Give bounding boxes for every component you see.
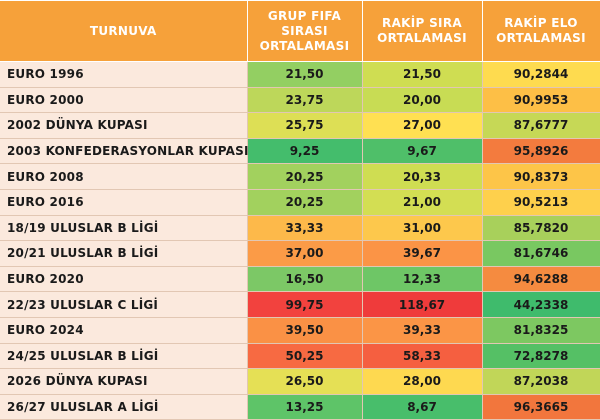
opponent-rank-cell: 39,67 xyxy=(361,240,483,267)
table-row: EURO 2000 23,75 20,00 90,9953 xyxy=(0,86,600,114)
fifa-rank-cell: 39,50 xyxy=(246,316,363,344)
tournament-cell: 26/27 ULUSLAR A LİGİ xyxy=(0,393,248,420)
header-tournament-label: TURNUVA xyxy=(89,23,157,38)
table-body: EURO 1996 21,50 21,50 90,2844 EURO 2000 23,75… xyxy=(0,61,600,420)
opponent-elo-cell: 90,8373 xyxy=(481,163,600,190)
fifa-rank-cell: 26,50 xyxy=(246,368,363,395)
tournament-cell: EURO 1996 xyxy=(0,61,248,88)
opponent-elo-cell: 87,6777 xyxy=(481,112,600,139)
fifa-rank-cell: 16,50 xyxy=(246,265,363,293)
opponent-elo-cell: 81,6746 xyxy=(481,240,600,267)
opponent-elo-cell: 95,8926 xyxy=(481,137,600,165)
header-tournament: TURNUVA xyxy=(0,0,248,62)
header-fifa-rank: GRUP FIFA SIRASI ORTALAMASI xyxy=(246,0,363,62)
table-row: 18/19 ULUSLAR B LİGİ 33,33 31,00 85,7820 xyxy=(0,214,600,242)
fifa-rank-cell: 50,25 xyxy=(246,342,363,370)
opponent-elo-cell: 72,8278 xyxy=(481,342,600,370)
header-opponent-elo: RAKİP ELO ORTALAMASI xyxy=(481,0,600,62)
header-opponent-elo-line1: RAKİP ELO xyxy=(504,16,578,30)
table-row: 26/27 ULUSLAR A LİGİ 13,25 8,67 96,3665 xyxy=(0,393,600,420)
tournament-cell: EURO 2024 xyxy=(0,316,248,344)
opponent-rank-cell: 8,67 xyxy=(361,393,483,420)
opponent-rank-cell: 27,00 xyxy=(361,112,483,139)
tournament-cell: 2026 DÜNYA KUPASI xyxy=(0,368,248,395)
table-row: EURO 2008 20,25 20,33 90,8373 xyxy=(0,163,600,190)
opponent-elo-cell: 90,2844 xyxy=(481,61,600,88)
header-opponent-elo-line2: ORTALAMASI xyxy=(496,31,586,45)
fifa-rank-cell: 25,75 xyxy=(246,112,363,139)
opponent-elo-cell: 87,2038 xyxy=(481,368,600,395)
header-opponent-rank: RAKİP SIRA ORTALAMASI xyxy=(361,0,483,62)
fifa-rank-cell: 20,25 xyxy=(246,188,363,216)
opponent-rank-cell: 58,33 xyxy=(361,342,483,370)
opponent-rank-cell: 20,33 xyxy=(361,163,483,190)
table-row: 22/23 ULUSLAR C LİGİ 99,75 118,67 44,2338 xyxy=(0,291,600,318)
fifa-rank-cell: 23,75 xyxy=(246,86,363,114)
table-row: 20/21 ULUSLAR B LİGİ 37,00 39,67 81,6746 xyxy=(0,240,600,267)
opponent-elo-cell: 85,7820 xyxy=(481,214,600,242)
tournament-cell: 24/25 ULUSLAR B LİGİ xyxy=(0,342,248,370)
fifa-rank-cell: 13,25 xyxy=(246,393,363,420)
opponent-rank-cell: 39,33 xyxy=(361,316,483,344)
table-row: 24/25 ULUSLAR B LİGİ 50,25 58,33 72,8278 xyxy=(0,342,600,370)
opponent-elo-cell: 44,2338 xyxy=(481,291,600,318)
header-row: TURNUVA GRUP FIFA SIRASI ORTALAMASI RAKİ… xyxy=(0,0,600,62)
tournament-cell: 2002 DÜNYA KUPASI xyxy=(0,112,248,139)
opponent-rank-cell: 28,00 xyxy=(361,368,483,395)
fifa-rank-cell: 33,33 xyxy=(246,214,363,242)
header-fifa-rank-line1: GRUP FIFA xyxy=(267,8,342,23)
opponent-rank-cell: 20,00 xyxy=(361,86,483,114)
opponent-elo-cell: 90,9953 xyxy=(481,86,600,114)
opponent-elo-cell: 96,3665 xyxy=(481,393,600,420)
tournament-cell: 2003 KONFEDERASYONLAR KUPASI xyxy=(0,137,248,165)
table-row: EURO 2020 16,50 12,33 94,6288 xyxy=(0,265,600,293)
tournament-cell: EURO 2016 xyxy=(0,188,248,216)
opponent-elo-cell: 90,5213 xyxy=(481,188,600,216)
table-row: EURO 1996 21,50 21,50 90,2844 xyxy=(0,61,600,88)
header-fifa-rank-line2: SIRASI xyxy=(281,23,328,38)
opponent-rank-cell: 21,00 xyxy=(361,188,483,216)
table-row: EURO 2024 39,50 39,33 81,8325 xyxy=(0,316,600,344)
header-opponent-rank-line2: ORTALAMASI xyxy=(377,31,467,45)
table-row: 2002 DÜNYA KUPASI 25,75 27,00 87,6777 xyxy=(0,112,600,139)
opponent-rank-cell: 31,00 xyxy=(361,214,483,242)
opponent-rank-cell: 9,67 xyxy=(361,137,483,165)
header-opponent-rank-line1: RAKİP SIRA xyxy=(382,16,462,30)
fifa-rank-cell: 99,75 xyxy=(246,291,363,318)
tournament-cell: 22/23 ULUSLAR C LİGİ xyxy=(0,291,248,318)
table-row: 2026 DÜNYA KUPASI 26,50 28,00 87,2038 xyxy=(0,368,600,395)
tournament-cell: EURO 2008 xyxy=(0,163,248,190)
opponent-rank-cell: 21,50 xyxy=(361,61,483,88)
tournament-cell: 18/19 ULUSLAR B LİGİ xyxy=(0,214,248,242)
table-row: EURO 2016 20,25 21,00 90,5213 xyxy=(0,188,600,216)
header-fifa-rank-line3: ORTALAMASI xyxy=(259,38,350,53)
table-row: 2003 KONFEDERASYONLAR KUPASI 9,25 9,67 95,8… xyxy=(0,137,600,165)
fifa-rank-cell: 37,00 xyxy=(246,240,363,267)
opponent-rank-cell: 12,33 xyxy=(361,265,483,293)
tournament-cell: EURO 2020 xyxy=(0,265,248,293)
fifa-rank-cell: 21,50 xyxy=(246,61,363,88)
opponent-rank-cell: 118,67 xyxy=(361,291,483,318)
opponent-elo-cell: 81,8325 xyxy=(481,316,600,344)
tournament-cell: EURO 2000 xyxy=(0,86,248,114)
fifa-rank-cell: 20,25 xyxy=(246,163,363,190)
tournament-cell: 20/21 ULUSLAR B LİGİ xyxy=(0,240,248,267)
opponent-elo-cell: 94,6288 xyxy=(481,265,600,293)
fifa-rank-cell: 9,25 xyxy=(246,137,363,165)
